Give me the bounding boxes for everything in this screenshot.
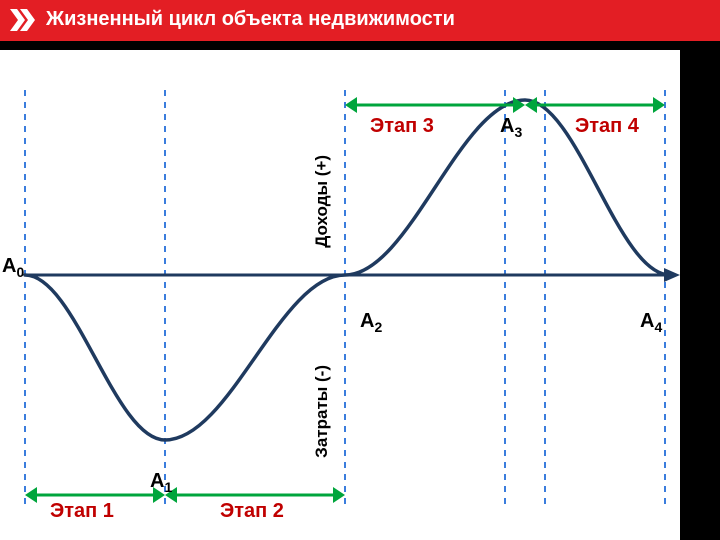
stage-label: Этап 1 (50, 500, 114, 523)
chevron-icon (10, 9, 36, 31)
point-label: А4 (640, 310, 662, 335)
stage-label: Этап 2 (220, 500, 284, 523)
stage-label: Этап 4 (575, 115, 639, 138)
stage-label: Этап 3 (370, 115, 434, 138)
axis-label: Доходы (+) (312, 155, 332, 248)
right-black-strip (680, 50, 720, 540)
point-label: А1 (150, 470, 172, 495)
point-label: А3 (500, 115, 522, 140)
header-bar: Жизненный цикл объекта недвижимости (0, 0, 720, 41)
header-title: Жизненный цикл объекта недвижимости (46, 8, 455, 31)
axis-label: Затраты (-) (312, 365, 332, 458)
diagram-area: Этап 1 Этап 2 Этап 3 Этап 4 А0 А1 А2 А3 А4 Доходы… (0, 50, 680, 540)
point-label: А0 (2, 255, 24, 280)
point-label: А2 (360, 310, 382, 335)
